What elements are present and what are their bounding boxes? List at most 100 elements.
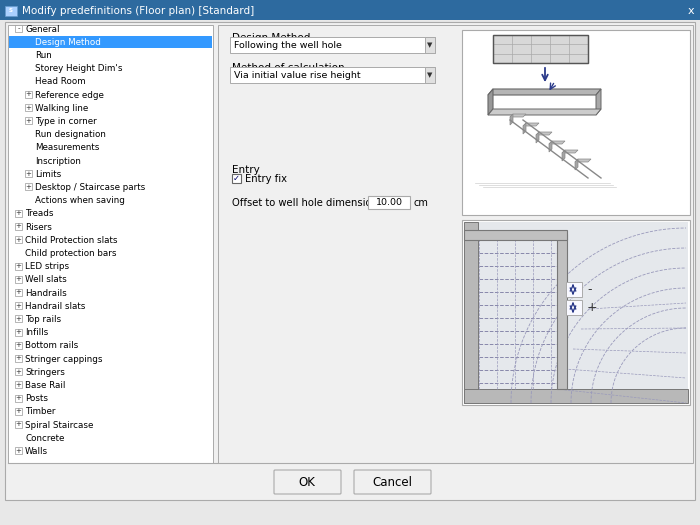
Text: Entry: Entry xyxy=(232,165,260,175)
Text: +: + xyxy=(15,408,22,414)
Text: +: + xyxy=(15,355,22,362)
Text: Storey Height Dim's: Storey Height Dim's xyxy=(35,64,122,73)
Text: Cancel: Cancel xyxy=(372,476,412,488)
Text: +: + xyxy=(15,276,22,282)
Text: +: + xyxy=(15,224,22,229)
Text: Infills: Infills xyxy=(25,328,48,337)
Bar xyxy=(493,35,588,63)
Polygon shape xyxy=(562,150,565,161)
Text: Treads: Treads xyxy=(25,209,53,218)
Text: +: + xyxy=(15,395,22,401)
Bar xyxy=(682,0,700,20)
Bar xyxy=(15,395,22,402)
Bar xyxy=(9,36,212,48)
Polygon shape xyxy=(488,89,601,95)
Polygon shape xyxy=(523,123,526,134)
Text: +: + xyxy=(15,369,22,375)
Bar xyxy=(15,276,22,283)
Text: +: + xyxy=(15,342,22,348)
Text: +: + xyxy=(15,237,22,243)
Text: -: - xyxy=(587,283,592,296)
Bar xyxy=(462,30,690,215)
Text: +: + xyxy=(15,289,22,296)
Text: +: + xyxy=(587,301,598,314)
Polygon shape xyxy=(575,159,591,162)
Text: Top rails: Top rails xyxy=(25,315,61,324)
Text: +: + xyxy=(15,316,22,322)
Text: Handrail slats: Handrail slats xyxy=(25,302,85,311)
Text: LED strips: LED strips xyxy=(25,262,69,271)
Text: +: + xyxy=(15,329,22,335)
Text: Entry fix: Entry fix xyxy=(245,173,287,184)
Bar xyxy=(566,300,582,315)
Text: Actions when saving: Actions when saving xyxy=(35,196,125,205)
Polygon shape xyxy=(510,114,526,117)
Bar xyxy=(230,67,435,83)
Text: Timber: Timber xyxy=(25,407,55,416)
Text: Method of calculation: Method of calculation xyxy=(232,63,344,73)
Bar xyxy=(15,342,22,349)
Text: x: x xyxy=(687,5,694,16)
Bar xyxy=(464,222,478,403)
Bar xyxy=(425,67,435,83)
Bar xyxy=(425,37,435,53)
FancyBboxPatch shape xyxy=(354,470,431,494)
Bar xyxy=(368,196,410,209)
Polygon shape xyxy=(562,150,578,153)
Bar xyxy=(15,302,22,309)
Bar xyxy=(25,183,32,191)
Text: +: + xyxy=(15,211,22,216)
Polygon shape xyxy=(575,159,578,170)
Text: Child protection bars: Child protection bars xyxy=(25,249,116,258)
Bar xyxy=(15,223,22,230)
Bar xyxy=(493,35,588,63)
Bar xyxy=(25,91,32,98)
Text: Posts: Posts xyxy=(25,394,48,403)
Polygon shape xyxy=(488,89,493,115)
Text: Type in corner: Type in corner xyxy=(35,117,97,126)
Text: ▼: ▼ xyxy=(427,72,433,78)
Text: Desktop / Staircase parts: Desktop / Staircase parts xyxy=(35,183,146,192)
Text: Design Method: Design Method xyxy=(232,33,310,43)
Text: Spiral Staircase: Spiral Staircase xyxy=(25,421,93,429)
Bar xyxy=(15,368,22,375)
Text: ▼: ▼ xyxy=(427,42,433,48)
Text: +: + xyxy=(26,184,32,190)
Text: Well slats: Well slats xyxy=(25,275,66,285)
FancyBboxPatch shape xyxy=(274,470,341,494)
Bar xyxy=(25,104,32,111)
Text: Via initial value rise height: Via initial value rise height xyxy=(234,70,360,79)
Text: Stringer cappings: Stringer cappings xyxy=(25,354,102,363)
Text: 10.00: 10.00 xyxy=(375,198,402,207)
Text: Inscription: Inscription xyxy=(35,156,81,165)
Text: Offset to well hole dimension:: Offset to well hole dimension: xyxy=(232,198,381,208)
Bar xyxy=(15,408,22,415)
Text: General: General xyxy=(25,25,60,34)
Text: -: - xyxy=(18,26,20,32)
Polygon shape xyxy=(488,109,601,115)
Text: +: + xyxy=(26,171,32,177)
Bar xyxy=(15,355,22,362)
Polygon shape xyxy=(510,114,513,125)
Text: Walls: Walls xyxy=(25,447,48,456)
Text: Run: Run xyxy=(35,51,52,60)
Bar xyxy=(15,289,22,296)
Bar xyxy=(464,230,567,240)
Bar xyxy=(25,170,32,177)
Bar xyxy=(464,222,688,403)
Text: +: + xyxy=(15,303,22,309)
Text: S: S xyxy=(9,8,13,14)
Text: Following the well hole: Following the well hole xyxy=(234,40,342,49)
Bar xyxy=(0,0,700,20)
Text: Walking line: Walking line xyxy=(35,104,88,113)
Bar xyxy=(557,234,567,389)
Text: Stringers: Stringers xyxy=(25,368,65,377)
Bar xyxy=(15,236,22,243)
Polygon shape xyxy=(549,141,552,152)
Text: +: + xyxy=(15,263,22,269)
Text: Base Rail: Base Rail xyxy=(25,381,65,390)
Text: Concrete: Concrete xyxy=(25,434,64,443)
Bar xyxy=(15,329,22,335)
Bar xyxy=(15,262,22,270)
Text: Child Protection slats: Child Protection slats xyxy=(25,236,118,245)
